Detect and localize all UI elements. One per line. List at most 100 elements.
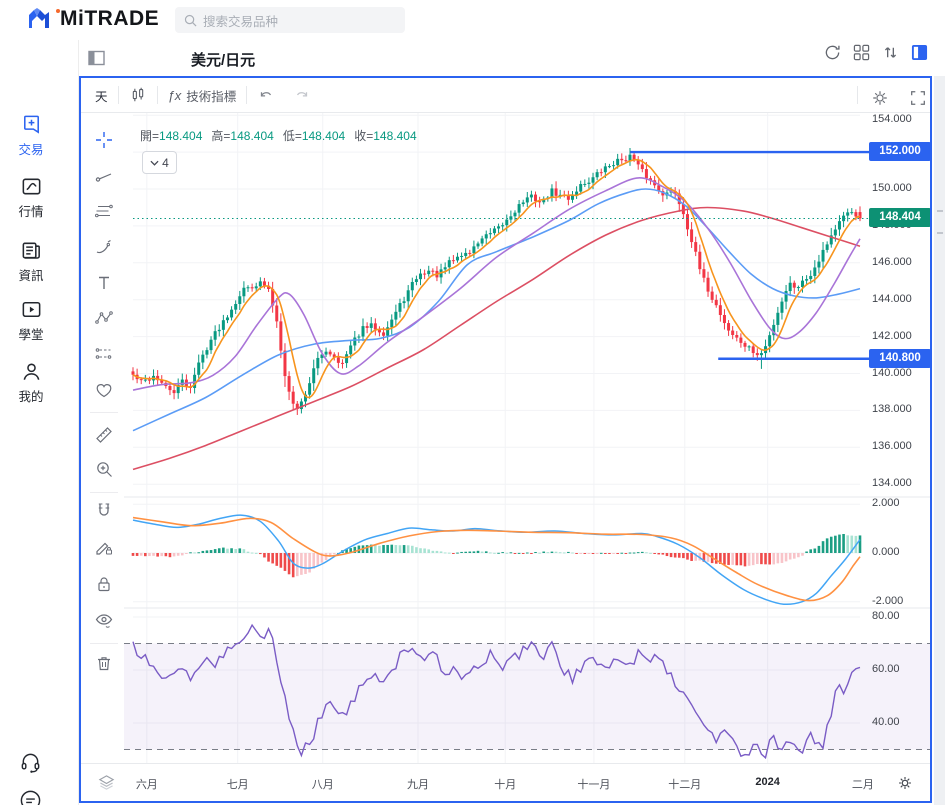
mitrade-logo[interactable]: MiTRADE — [26, 6, 159, 32]
panel-resize-handle[interactable] — [937, 232, 943, 234]
fx-icon[interactable]: ƒx — [167, 87, 182, 103]
time-axis-month-label: 六月 — [135, 779, 158, 791]
timeframe-button[interactable]: 天 — [95, 89, 108, 104]
sidebar-item-academy[interactable]: 學堂 — [0, 298, 62, 343]
brush-icon[interactable] — [94, 237, 114, 257]
time-axis[interactable] — [81, 763, 930, 802]
macd-pane[interactable] — [131, 514, 862, 606]
search-input[interactable]: 搜索交易品种 — [175, 7, 405, 33]
academy-icon — [22, 302, 41, 317]
time-axis-month-label: 2024 — [755, 776, 780, 788]
time-axis-month-label: 九月 — [406, 779, 429, 791]
symbol-window-icon[interactable] — [88, 50, 105, 66]
refresh-icon[interactable] — [824, 44, 841, 61]
symbol-bar: 美元/日元 — [79, 40, 945, 76]
zoom-in-icon[interactable] — [94, 459, 114, 479]
rsi-line — [132, 623, 861, 760]
text-icon[interactable] — [94, 273, 114, 293]
pattern-icon[interactable] — [94, 308, 114, 328]
sidebar-item-trade[interactable]: 交易 — [0, 113, 62, 158]
crosshair-icon[interactable] — [94, 130, 114, 150]
toolbar-divider — [246, 86, 248, 104]
panel-resize-handle[interactable] — [937, 210, 943, 212]
symbol-title: 美元/日元 — [191, 52, 256, 69]
trade-icon — [24, 115, 39, 134]
toolbar-divider — [857, 86, 858, 104]
indicators-button[interactable]: 技術指標 — [186, 89, 237, 104]
price-tick-label: 138.000 — [872, 403, 912, 416]
settings-gear-icon[interactable] — [871, 89, 889, 107]
layers-icon[interactable] — [97, 773, 116, 792]
chart-toolbar: 天 ƒx 技術指標 — [81, 78, 930, 113]
drawn-line-price-badge[interactable]: 140.800 — [869, 348, 931, 368]
fullscreen-icon[interactable] — [909, 89, 927, 107]
price-tick-label: 142.000 — [872, 329, 912, 342]
price-chart[interactable] — [124, 112, 932, 763]
ohlc-label: 開= — [140, 129, 160, 143]
ohlc-value: 148.404 — [230, 129, 274, 143]
price-tick-label: 154.000 — [872, 113, 912, 125]
time-axis-month-label: 二月 — [851, 779, 874, 791]
draw-lock-icon[interactable] — [94, 537, 114, 557]
candle-style-icon[interactable] — [129, 86, 147, 104]
sidebar-item-markets[interactable]: 行情 — [0, 175, 62, 220]
grid-layout-icon[interactable] — [853, 44, 870, 61]
ohlc-value: 148.404 — [301, 129, 346, 143]
ohlc-label: 高= — [211, 129, 231, 143]
ma-red-line — [132, 206, 861, 471]
mine-icon — [23, 363, 40, 380]
search-placeholder: 搜索交易品种 — [203, 14, 279, 29]
news-icon — [22, 242, 40, 259]
search-icon — [184, 14, 197, 26]
lock-icon[interactable] — [94, 574, 114, 594]
ruler-icon[interactable] — [94, 425, 114, 445]
ma-count: 4 — [162, 155, 169, 170]
eye-hide-icon[interactable] — [94, 610, 114, 630]
price-tick-label: 134.000 — [872, 477, 912, 490]
trash-icon[interactable] — [94, 653, 114, 673]
sidebar-item-label: 我的 — [18, 390, 44, 404]
drawn-line-price-badge[interactable]: 152.000 — [869, 142, 931, 162]
ma-blue-line — [132, 188, 861, 432]
sidebar-item-news[interactable]: 資訊 — [0, 239, 62, 284]
ohlc-legend: 開=148.404 高=148.404 低=148.404 收=148.404 — [140, 127, 426, 144]
main-price-pane[interactable] — [131, 147, 877, 471]
macd-line — [132, 514, 861, 606]
ma-orange-line — [132, 158, 861, 399]
rsi-pane[interactable] — [124, 623, 932, 760]
redo-icon[interactable] — [293, 86, 311, 104]
time-axis-month-label: 八月 — [311, 779, 334, 791]
position-icon[interactable] — [94, 344, 114, 364]
price-tick-label: 140.000 — [872, 366, 912, 379]
current-price-badge: 148.404 — [869, 208, 931, 228]
collapsed-right-panel[interactable] — [934, 76, 945, 805]
price-tick-label: 144.000 — [872, 292, 912, 305]
sort-icon[interactable] — [882, 44, 899, 61]
magnet-icon[interactable] — [94, 501, 114, 521]
sidebar-item-mine[interactable]: 我的 — [0, 360, 62, 405]
sidebar-item-label: 資訊 — [18, 269, 44, 283]
undo-icon[interactable] — [257, 86, 275, 104]
axis-settings-gear-icon[interactable] — [897, 775, 913, 791]
feedback-icon[interactable] — [19, 789, 42, 805]
customer-support-headset-icon[interactable] — [19, 751, 42, 774]
ma-count-dropdown[interactable]: 4 — [142, 151, 177, 174]
top-header: MiTRADE 搜索交易品种 — [0, 0, 945, 41]
time-axis-month-label: 十二月 — [668, 779, 702, 791]
tool-rail-divider — [90, 412, 118, 413]
ohlc-value: 148.404 — [373, 129, 417, 143]
price-tick-label: 136.000 — [872, 440, 912, 453]
toolbar-divider — [156, 86, 158, 104]
trend-line-icon[interactable] — [94, 166, 114, 186]
sidebar-item-label: 行情 — [18, 205, 44, 219]
heart-icon[interactable] — [94, 380, 114, 400]
tool-rail-divider — [90, 643, 118, 644]
panel-toggle-icon[interactable] — [911, 44, 928, 61]
ma-purple-line — [132, 177, 861, 391]
macd-signal-line — [132, 516, 861, 602]
parallel-lines-icon[interactable] — [94, 201, 114, 221]
time-axis-month-label: 十一月 — [577, 779, 611, 791]
rsi-band — [124, 643, 932, 750]
sidebar-item-label: 交易 — [18, 143, 44, 157]
